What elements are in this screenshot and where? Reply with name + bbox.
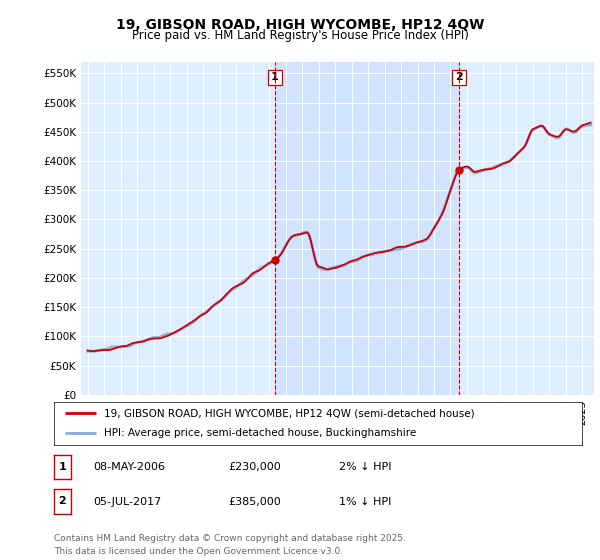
Text: 1% ↓ HPI: 1% ↓ HPI — [339, 497, 391, 507]
Text: 2% ↓ HPI: 2% ↓ HPI — [339, 462, 391, 472]
Text: 2: 2 — [455, 72, 463, 82]
Text: 08-MAY-2006: 08-MAY-2006 — [93, 462, 165, 472]
Text: 19, GIBSON ROAD, HIGH WYCOMBE, HP12 4QW (semi-detached house): 19, GIBSON ROAD, HIGH WYCOMBE, HP12 4QW … — [104, 408, 475, 418]
Text: Price paid vs. HM Land Registry's House Price Index (HPI): Price paid vs. HM Land Registry's House … — [131, 29, 469, 42]
Text: 05-JUL-2017: 05-JUL-2017 — [93, 497, 161, 507]
Text: Contains HM Land Registry data © Crown copyright and database right 2025.
This d: Contains HM Land Registry data © Crown c… — [54, 534, 406, 556]
Text: HPI: Average price, semi-detached house, Buckinghamshire: HPI: Average price, semi-detached house,… — [104, 428, 416, 438]
Text: 1: 1 — [271, 72, 279, 82]
Text: 19, GIBSON ROAD, HIGH WYCOMBE, HP12 4QW: 19, GIBSON ROAD, HIGH WYCOMBE, HP12 4QW — [116, 18, 484, 32]
Text: £385,000: £385,000 — [228, 497, 281, 507]
Text: 1: 1 — [59, 462, 66, 472]
Text: £230,000: £230,000 — [228, 462, 281, 472]
Bar — [275, 62, 459, 395]
Text: 2: 2 — [59, 497, 66, 506]
